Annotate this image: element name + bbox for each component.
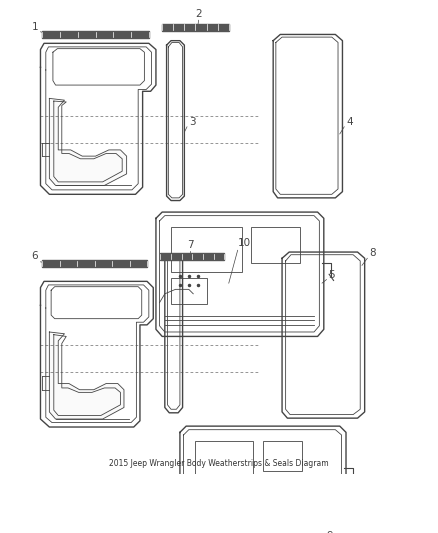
Bar	[171, 227, 242, 272]
Text: 6: 6	[32, 251, 38, 261]
Text: 2: 2	[195, 9, 201, 19]
Polygon shape	[49, 99, 127, 185]
Text: 10: 10	[238, 238, 251, 248]
Polygon shape	[160, 253, 224, 260]
Text: 7: 7	[187, 240, 194, 249]
Polygon shape	[42, 260, 147, 267]
Text: 2015 Jeep Wrangler Body Weatherstrips & Seals Diagram: 2015 Jeep Wrangler Body Weatherstrips & …	[109, 459, 329, 468]
Text: 3: 3	[189, 117, 195, 127]
Text: 8: 8	[369, 248, 376, 259]
Bar	[251, 227, 300, 263]
Text: 5: 5	[328, 270, 335, 280]
Text: 4: 4	[346, 117, 353, 127]
Bar	[195, 441, 253, 477]
Text: 1: 1	[32, 22, 38, 32]
Text: 9: 9	[326, 531, 333, 533]
Polygon shape	[42, 31, 149, 38]
Polygon shape	[162, 24, 229, 31]
Polygon shape	[49, 332, 124, 419]
Bar	[195, 483, 226, 505]
Bar	[262, 441, 303, 471]
Bar	[171, 278, 207, 304]
